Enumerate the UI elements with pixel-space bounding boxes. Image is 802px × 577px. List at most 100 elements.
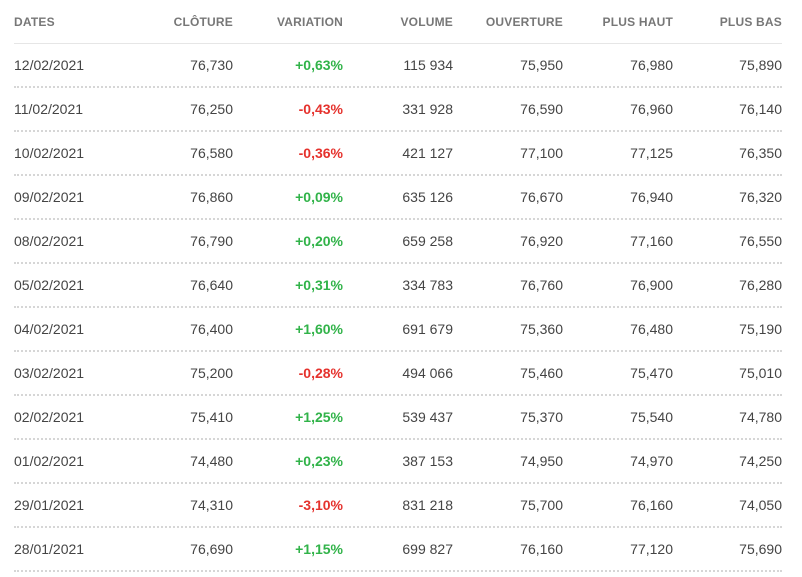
cell-low: 75,010: [739, 365, 782, 381]
header-volume[interactable]: VOLUME: [400, 14, 453, 29]
cell-low: 74,250: [739, 453, 782, 469]
cell-open: 76,160: [520, 541, 563, 557]
historical-prices-table: DATES CLÔTURE VARIATION VOLUME OUVERTURE…: [14, 0, 782, 572]
table-row: 09/02/2021 76,860 +0,09% 635 126 76,670 76,94…: [14, 176, 782, 220]
cell-volume: 421 127: [402, 145, 453, 161]
cell-volume: 331 928: [402, 101, 453, 117]
table-row: 29/01/2021 74,310 -3,10% 831 218 75,700 76,16…: [14, 484, 782, 528]
cell-high: 76,900: [630, 277, 673, 293]
cell-close: 76,400: [190, 321, 233, 337]
cell-open: 77,100: [520, 145, 563, 161]
cell-date: 09/02/2021: [14, 189, 85, 205]
cell-high: 76,940: [630, 189, 673, 205]
table-row: 08/02/2021 76,790 +0,20% 659 258 76,920 77,16…: [14, 220, 782, 264]
cell-variation: -0,36%: [298, 145, 343, 161]
cell-variation: +0,31%: [295, 277, 343, 293]
cell-high: 75,540: [630, 409, 673, 425]
cell-low: 76,280: [739, 277, 782, 293]
cell-variation: +0,09%: [295, 189, 343, 205]
table-row: 05/02/2021 76,640 +0,31% 334 783 76,760 76,90…: [14, 264, 782, 308]
cell-low: 76,140: [739, 101, 782, 117]
cell-date: 01/02/2021: [14, 453, 85, 469]
cell-variation: +1,60%: [295, 321, 343, 337]
cell-variation: +1,15%: [295, 541, 343, 557]
cell-volume: 387 153: [402, 453, 453, 469]
cell-high: 77,120: [630, 541, 673, 557]
cell-high: 74,970: [630, 453, 673, 469]
cell-open: 76,590: [520, 101, 563, 117]
cell-volume: 659 258: [402, 233, 453, 249]
cell-close: 74,480: [190, 453, 233, 469]
cell-date: 05/02/2021: [14, 277, 85, 293]
cell-variation: +0,63%: [295, 57, 343, 73]
cell-date: 10/02/2021: [14, 145, 85, 161]
cell-low: 76,320: [739, 189, 782, 205]
cell-volume: 831 218: [402, 497, 453, 513]
cell-open: 75,370: [520, 409, 563, 425]
cell-high: 76,980: [630, 57, 673, 73]
cell-open: 75,700: [520, 497, 563, 513]
cell-high: 76,160: [630, 497, 673, 513]
cell-open: 75,950: [520, 57, 563, 73]
cell-close: 76,790: [190, 233, 233, 249]
table-row: 10/02/2021 76,580 -0,36% 421 127 77,100 77,12…: [14, 132, 782, 176]
table-row: 03/02/2021 75,200 -0,28% 494 066 75,460 75,47…: [14, 352, 782, 396]
table-row: 12/02/2021 76,730 +0,63% 115 934 75,950 76,98…: [14, 44, 782, 88]
table-row: 04/02/2021 76,400 +1,60% 691 679 75,360 76,48…: [14, 308, 782, 352]
cell-volume: 494 066: [402, 365, 453, 381]
cell-high: 77,160: [630, 233, 673, 249]
cell-volume: 334 783: [402, 277, 453, 293]
cell-date: 08/02/2021: [14, 233, 85, 249]
table-row: 28/01/2021 76,690 +1,15% 699 827 76,160 77,12…: [14, 528, 782, 572]
cell-open: 76,920: [520, 233, 563, 249]
cell-close: 75,410: [190, 409, 233, 425]
cell-close: 76,690: [190, 541, 233, 557]
header-dates[interactable]: DATES: [14, 14, 55, 29]
cell-low: 76,550: [739, 233, 782, 249]
cell-date: 28/01/2021: [14, 541, 85, 557]
cell-open: 75,360: [520, 321, 563, 337]
cell-date: 11/02/2021: [14, 101, 84, 117]
table-row: 02/02/2021 75,410 +1,25% 539 437 75,370 75,54…: [14, 396, 782, 440]
cell-close: 76,730: [190, 57, 233, 73]
cell-low: 74,050: [739, 497, 782, 513]
cell-variation: -0,43%: [298, 101, 343, 117]
cell-volume: 691 679: [402, 321, 453, 337]
cell-volume: 539 437: [402, 409, 453, 425]
cell-volume: 699 827: [402, 541, 453, 557]
cell-volume: 635 126: [402, 189, 453, 205]
cell-open: 76,760: [520, 277, 563, 293]
header-variation[interactable]: VARIATION: [276, 14, 343, 29]
cell-date: 04/02/2021: [14, 321, 85, 337]
cell-close: 74,310: [190, 497, 233, 513]
cell-variation: +0,20%: [295, 233, 343, 249]
cell-open: 76,670: [520, 189, 563, 205]
table-body: 12/02/2021 76,730 +0,63% 115 934 75,950 76,98…: [14, 44, 782, 572]
cell-high: 76,960: [630, 101, 673, 117]
cell-variation: +1,25%: [295, 409, 343, 425]
cell-date: 02/02/2021: [14, 409, 85, 425]
cell-low: 75,190: [739, 321, 782, 337]
cell-variation: -0,28%: [298, 365, 343, 381]
cell-low: 74,780: [739, 409, 782, 425]
cell-date: 03/02/2021: [14, 365, 85, 381]
header-open[interactable]: OUVERTURE: [485, 14, 563, 29]
cell-close: 76,860: [190, 189, 233, 205]
cell-low: 75,890: [739, 57, 782, 73]
table-row: 11/02/2021 76,250 -0,43% 331 928 76,590 76,96…: [14, 88, 782, 132]
cell-volume: 115 934: [403, 57, 453, 73]
cell-open: 74,950: [520, 453, 563, 469]
header-close[interactable]: CLÔTURE: [173, 14, 233, 29]
cell-high: 75,470: [630, 365, 673, 381]
header-low[interactable]: PLUS BAS: [719, 14, 782, 29]
cell-date: 12/02/2021: [14, 57, 85, 73]
cell-variation: -3,10%: [298, 497, 343, 513]
table-header: DATES CLÔTURE VARIATION VOLUME OUVERTURE…: [14, 0, 782, 44]
cell-close: 76,250: [190, 101, 233, 117]
header-high[interactable]: PLUS HAUT: [602, 14, 673, 29]
cell-variation: +0,23%: [295, 453, 343, 469]
cell-date: 29/01/2021: [14, 497, 85, 513]
cell-low: 75,690: [739, 541, 782, 557]
cell-high: 76,480: [630, 321, 673, 337]
cell-high: 77,125: [630, 145, 673, 161]
